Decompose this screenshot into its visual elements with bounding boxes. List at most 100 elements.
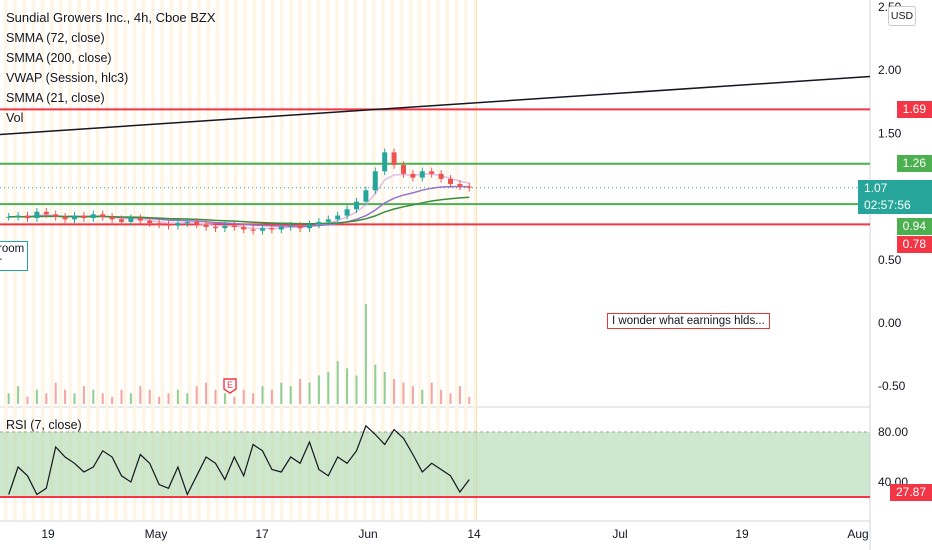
session-stripe xyxy=(261,0,266,520)
price-axis-tick: 2.00 xyxy=(878,63,902,77)
candle-body xyxy=(147,220,153,224)
candle-body xyxy=(307,224,312,229)
volume-bar xyxy=(364,304,367,404)
candle-body xyxy=(401,165,406,174)
last-price-value: 1.07 xyxy=(864,181,888,195)
candle-body xyxy=(269,228,275,230)
time-axis-tick: 17 xyxy=(255,527,269,541)
candle-body xyxy=(410,173,416,178)
candle-body xyxy=(222,225,228,229)
session-stripe xyxy=(243,0,247,520)
candle-body xyxy=(62,216,68,220)
indicator-vwap[interactable]: VWAP (Session, hlc3) xyxy=(6,71,129,85)
time-axis-tick: Jul xyxy=(612,527,627,541)
volume-bar xyxy=(92,389,95,404)
candle-body xyxy=(382,152,388,172)
volume-bar xyxy=(195,386,198,404)
session-stripe xyxy=(188,0,192,520)
text-note[interactable]: I wonder what earnings hlds... xyxy=(607,313,770,329)
volume-bar xyxy=(289,386,292,404)
volume-bar xyxy=(374,364,377,404)
horizontal-levels xyxy=(0,75,871,226)
candle-body xyxy=(137,218,143,221)
volume-bar xyxy=(17,386,20,404)
candle-body xyxy=(316,221,322,225)
candle-body xyxy=(175,223,181,226)
candle-body xyxy=(260,228,265,231)
indicator-smma21[interactable]: SMMA (21, close) xyxy=(6,91,105,105)
indicator-smma72[interactable]: SMMA (72, close) xyxy=(6,31,105,45)
volume-bar xyxy=(327,371,330,404)
session-stripe xyxy=(132,0,137,520)
session-stripe xyxy=(86,0,91,520)
volume-bar xyxy=(421,389,424,404)
time-axis-tick: 19 xyxy=(41,527,55,541)
session-stripe xyxy=(59,0,63,520)
volume-bar xyxy=(317,375,320,404)
candle-body xyxy=(34,211,40,219)
session-stripe xyxy=(96,0,100,520)
candle-body xyxy=(288,225,294,227)
session-stripe xyxy=(270,0,275,520)
symbol-title[interactable]: Sundial Growers Inc., 4h, Cboe BZX xyxy=(6,10,216,25)
chart-legend: Sundial Growers Inc., 4h, Cboe BZX SMMA … xyxy=(6,8,216,128)
rsi-label[interactable]: RSI (7, close) xyxy=(6,418,82,432)
indicator-smma200[interactable]: SMMA (200, close) xyxy=(6,51,112,65)
session-stripe xyxy=(289,0,293,520)
session-stripe xyxy=(114,0,118,520)
volume-bar xyxy=(280,382,283,404)
last-price-tag: 1.07 02:57:56 xyxy=(858,180,932,214)
session-stripe xyxy=(151,0,155,520)
candle-body xyxy=(466,186,472,188)
volume-bar xyxy=(355,375,358,404)
candle-body xyxy=(438,173,444,179)
volume-bar xyxy=(54,382,57,404)
candle-body xyxy=(429,171,435,174)
earnings-marker[interactable]: E xyxy=(223,378,237,394)
candle-body xyxy=(448,178,453,184)
candle-body xyxy=(457,183,463,187)
session-stripe xyxy=(445,0,450,520)
candle-body xyxy=(372,171,378,191)
volume-bar xyxy=(158,396,161,404)
volume-bar xyxy=(64,389,67,404)
session-stripe xyxy=(436,0,440,520)
session-stripe xyxy=(390,0,394,520)
candle-body xyxy=(100,214,106,217)
clipped-note[interactable]: room r xyxy=(0,241,29,271)
volume-bar xyxy=(440,389,443,404)
session-stripe xyxy=(68,0,72,520)
volume-bar xyxy=(73,393,76,404)
candle-body xyxy=(119,219,124,222)
rsi-panel xyxy=(0,424,870,498)
candle-body xyxy=(43,211,49,215)
session-stripe xyxy=(252,0,256,520)
session-stripes xyxy=(4,0,477,520)
session-stripe xyxy=(427,0,431,520)
volume-bar xyxy=(308,382,311,404)
session-stripe xyxy=(344,0,348,520)
session-stripe xyxy=(178,0,183,520)
candle-body xyxy=(72,215,77,220)
session-stripe xyxy=(335,0,339,520)
candle-body xyxy=(184,221,190,224)
session-stripe xyxy=(234,0,238,520)
volume-bar xyxy=(205,382,208,404)
trend-line xyxy=(0,75,871,136)
volume-bar xyxy=(214,389,217,404)
session-stripe xyxy=(362,0,367,520)
volume-bar xyxy=(101,393,104,404)
candle-body xyxy=(128,218,134,222)
indicator-vol[interactable]: Vol xyxy=(6,111,24,125)
candle-body xyxy=(90,214,96,219)
volume-bar xyxy=(167,393,170,404)
candle-body xyxy=(241,226,247,230)
volume-bar xyxy=(7,393,10,404)
currency-button[interactable]: USD xyxy=(888,6,916,26)
candle-body xyxy=(194,221,200,225)
candle-body xyxy=(335,215,341,220)
candle-body xyxy=(166,224,171,226)
session-stripe xyxy=(280,0,284,520)
rsi-line xyxy=(8,424,470,497)
